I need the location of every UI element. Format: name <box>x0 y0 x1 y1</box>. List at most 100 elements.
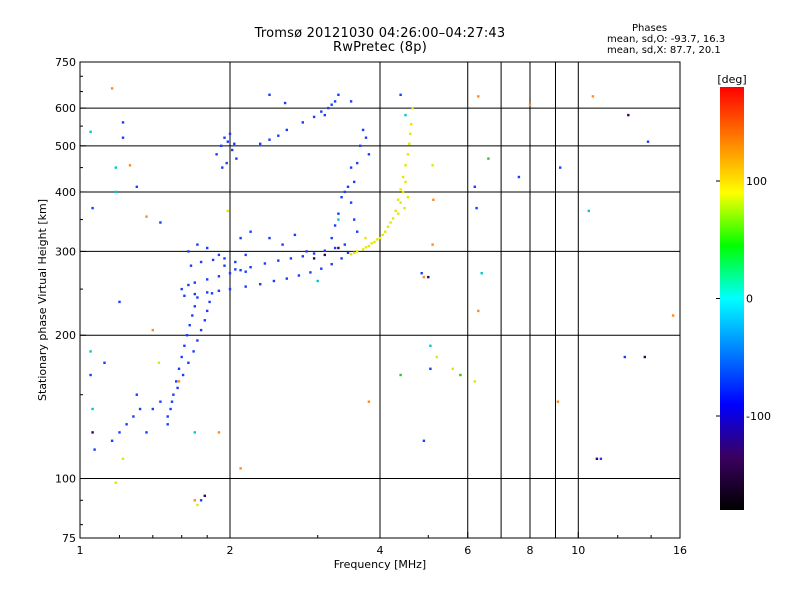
data-point <box>394 209 397 213</box>
data-point <box>121 457 125 460</box>
data-point <box>297 274 301 277</box>
phase-stats-o: mean, sd,O: -93.7, 16.3 <box>607 34 726 45</box>
data-point <box>206 309 209 313</box>
data-point <box>259 142 262 145</box>
phase-stats-header: Phases <box>632 23 668 34</box>
data-point <box>272 279 276 283</box>
data-point <box>623 355 626 359</box>
data-point <box>234 260 237 264</box>
data-point <box>409 132 412 135</box>
data-point <box>289 257 293 260</box>
data-point <box>364 246 368 249</box>
data-point <box>180 355 183 359</box>
data-point <box>353 251 356 254</box>
data-point <box>399 201 402 204</box>
data-point <box>159 400 162 403</box>
data-point <box>333 224 337 227</box>
data-point <box>228 272 232 275</box>
data-point <box>459 373 462 377</box>
data-point <box>110 87 114 90</box>
data-point <box>406 196 410 199</box>
data-point <box>199 328 203 332</box>
data-point <box>356 161 359 165</box>
data-point <box>263 262 267 265</box>
data-point <box>432 198 435 201</box>
data-point <box>268 138 271 141</box>
data-point <box>330 103 333 106</box>
x-tick-label: 6 <box>464 544 471 557</box>
data-point <box>349 253 353 256</box>
data-point <box>323 113 326 117</box>
data-point <box>356 230 359 233</box>
data-point <box>208 300 211 304</box>
data-point <box>427 275 430 279</box>
data-point <box>346 185 350 188</box>
data-point <box>599 457 603 460</box>
data-point <box>138 407 142 411</box>
data-point <box>333 246 337 250</box>
data-point <box>309 271 312 274</box>
data-point <box>259 283 262 286</box>
data-point <box>175 380 178 383</box>
data-point <box>337 218 340 221</box>
data-point <box>401 175 405 179</box>
data-point <box>234 268 237 271</box>
data-point <box>177 367 181 370</box>
data-point <box>91 407 94 411</box>
data-point <box>114 481 117 484</box>
data-point <box>228 287 232 291</box>
data-point <box>199 260 203 264</box>
data-point <box>627 113 630 117</box>
data-point <box>559 166 562 169</box>
data-point <box>391 217 395 220</box>
data-point <box>386 225 390 228</box>
data-point <box>473 185 476 188</box>
data-point <box>211 258 215 262</box>
data-point <box>89 350 92 353</box>
data-point <box>367 244 371 248</box>
data-point <box>170 400 174 403</box>
data-point <box>249 266 252 269</box>
data-point <box>364 236 367 240</box>
data-point <box>399 373 402 377</box>
data-point <box>429 344 432 347</box>
data-point <box>93 448 96 451</box>
data-point <box>189 264 193 267</box>
data-point <box>356 250 359 253</box>
data-point <box>239 467 242 470</box>
data-point <box>217 289 221 292</box>
data-point <box>185 334 189 337</box>
data-point <box>480 272 483 275</box>
data-point <box>359 144 362 147</box>
data-point <box>193 305 196 308</box>
data-point <box>228 132 232 135</box>
data-point <box>323 249 326 252</box>
data-point <box>591 95 595 98</box>
data-point <box>169 407 172 411</box>
data-point <box>193 292 196 296</box>
data-point <box>316 279 319 283</box>
data-point <box>180 287 183 291</box>
data-point <box>191 314 194 317</box>
data-point <box>411 106 414 110</box>
data-point <box>91 431 94 434</box>
x-axis-label: Frequency [MHz] <box>334 558 426 571</box>
data-point <box>244 253 247 257</box>
data-point <box>121 121 125 124</box>
data-point <box>451 367 454 370</box>
data-point <box>397 212 400 215</box>
data-point <box>312 115 316 119</box>
x-tick-label: 16 <box>673 544 687 557</box>
data-point <box>473 380 476 383</box>
data-point <box>277 259 280 262</box>
data-point <box>249 230 252 233</box>
data-point <box>203 319 206 322</box>
data-point <box>285 128 288 132</box>
data-point <box>285 277 288 280</box>
data-point <box>643 355 646 359</box>
y-tick-label: 400 <box>55 186 76 199</box>
data-point <box>235 157 238 160</box>
data-point <box>312 252 316 255</box>
colorbar-tick-label: 0 <box>746 293 753 306</box>
data-point <box>187 361 190 364</box>
